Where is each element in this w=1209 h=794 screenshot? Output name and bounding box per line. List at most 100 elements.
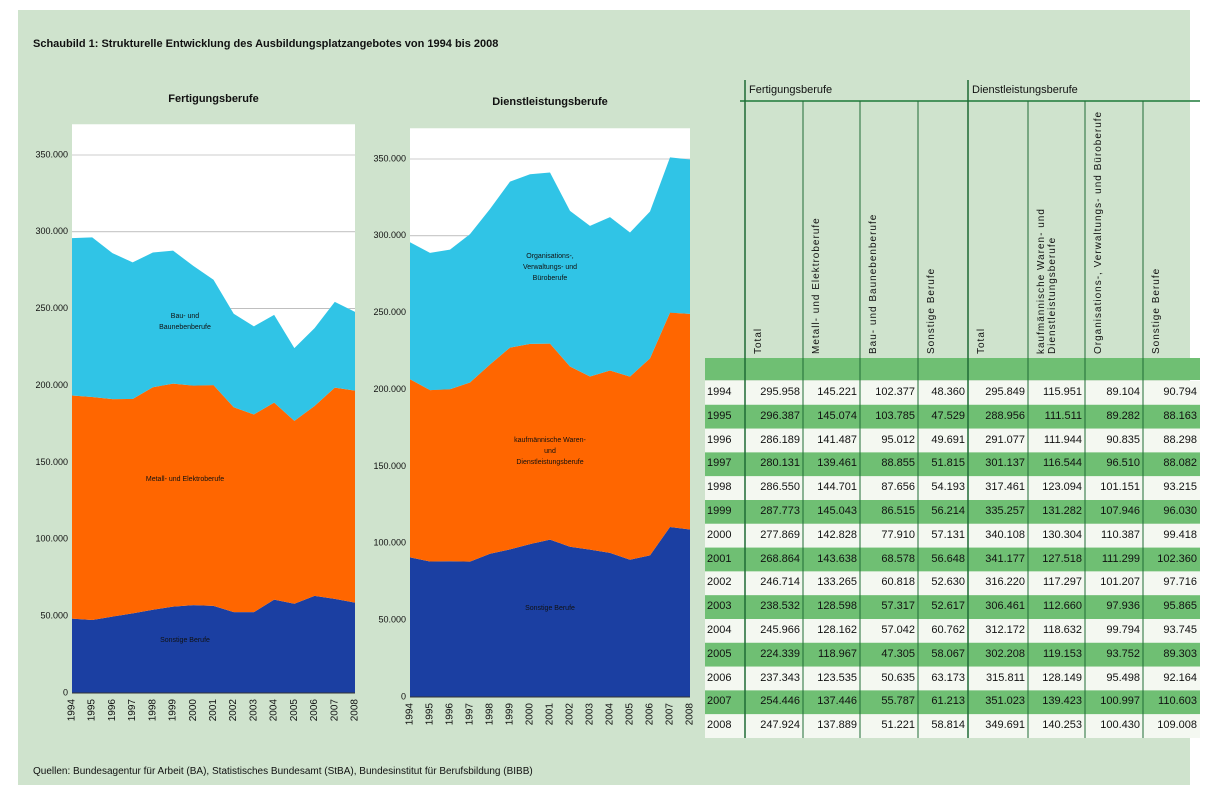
row-year: 2004 xyxy=(707,624,732,636)
table-row-bg xyxy=(705,690,1200,715)
table-cell: 111.511 xyxy=(1044,409,1082,422)
table-cell: 288.956 xyxy=(985,409,1025,422)
source-note: Quellen: Bundesagentur für Arbeit (BA), … xyxy=(33,766,533,777)
table-cell: 90.794 xyxy=(1163,386,1197,398)
x-tick-label: 2002 xyxy=(565,703,576,726)
x-tick-label: 2008 xyxy=(685,703,696,726)
table-row-bg xyxy=(705,381,1200,405)
table-cell: 119.153 xyxy=(1043,647,1082,660)
table-cell: 68.578 xyxy=(881,552,915,565)
table-row-bg xyxy=(705,666,1200,691)
table-cell: 316.220 xyxy=(985,576,1025,589)
area-label: Metall- und Elektroberufe xyxy=(145,476,225,483)
x-tick-label: 2002 xyxy=(228,699,239,722)
table-cell: 88.082 xyxy=(1163,457,1197,470)
y-tick-label: 150.000 xyxy=(373,461,406,471)
table-row-bg xyxy=(705,714,1200,738)
table-cell: 341.177 xyxy=(985,552,1025,565)
table-cell: 95.012 xyxy=(881,433,915,446)
table-cell: 58.814 xyxy=(931,719,965,732)
table-cell: 291.077 xyxy=(985,433,1025,446)
table-cell: 144.701 xyxy=(817,481,857,494)
table-cell: 245.966 xyxy=(760,624,800,636)
table-row-bg xyxy=(705,619,1200,643)
table-cell: 118.967 xyxy=(818,647,857,660)
table-cell: 95.865 xyxy=(1163,600,1197,613)
table-cell: 286.550 xyxy=(760,481,800,494)
table-cell: 349.691 xyxy=(985,719,1025,732)
y-tick-label: 200.000 xyxy=(373,384,406,394)
table-cell: 145.043 xyxy=(817,505,857,517)
table-row-bg xyxy=(705,547,1200,572)
table-cell: 51.815 xyxy=(931,457,965,470)
table-row-bg xyxy=(705,642,1200,667)
table-cell: 102.377 xyxy=(875,386,915,398)
row-year: 2005 xyxy=(707,647,732,660)
row-year: 2003 xyxy=(707,600,732,613)
table-band xyxy=(705,358,1200,380)
table-cell: 312.172 xyxy=(985,624,1025,636)
table-cell: 111.299 xyxy=(1101,552,1140,565)
y-tick-label: 100.000 xyxy=(373,538,406,548)
column-header: Total xyxy=(976,327,987,354)
column-header: Organisations-, Verwaltungs- und Bürober… xyxy=(1093,110,1104,354)
table-cell: 286.189 xyxy=(760,433,800,446)
table-row-bg xyxy=(705,476,1200,500)
table-cell: 140.253 xyxy=(1042,719,1082,732)
y-tick-label: 0 xyxy=(401,691,406,701)
table-cell: 351.023 xyxy=(985,695,1025,708)
y-tick-label: 300.000 xyxy=(373,230,406,240)
column-header: Sonstige Berufe xyxy=(926,267,937,354)
table-cell: 47.529 xyxy=(931,409,965,422)
table-cell: 89.282 xyxy=(1106,409,1140,422)
table-cell: 52.617 xyxy=(931,600,965,613)
table-cell: 141.487 xyxy=(817,433,857,446)
table-cell: 54.193 xyxy=(931,481,965,494)
table-row-bg xyxy=(705,523,1200,548)
table-cell: 56.214 xyxy=(931,505,965,517)
table-cell: 128.598 xyxy=(817,600,857,613)
table-cell: 101.151 xyxy=(1100,481,1140,494)
column-header: Bau- und Baunebenberufe xyxy=(868,213,879,354)
table-cell: 139.423 xyxy=(1042,695,1082,708)
table-cell: 58.067 xyxy=(931,647,965,660)
chart-title: Fertigungsberufe xyxy=(168,93,259,105)
table-cell: 133.265 xyxy=(817,576,857,589)
table-cell: 88.298 xyxy=(1163,433,1197,446)
y-tick-label: 200.000 xyxy=(35,380,68,390)
table-row-bg xyxy=(705,500,1200,524)
table-cell: 99.418 xyxy=(1163,528,1197,541)
table-cell: 117.297 xyxy=(1043,576,1082,589)
table-cell: 77.910 xyxy=(881,528,915,541)
table-cell: 137.889 xyxy=(817,719,857,732)
area xyxy=(410,312,690,562)
area xyxy=(72,595,355,693)
table-cell: 238.532 xyxy=(760,600,800,613)
column-header: Metall- und Elektroberufe xyxy=(811,217,822,354)
area-label: Bau- und Baunebenberufe xyxy=(159,313,211,331)
table-cell: 143.638 xyxy=(817,552,857,565)
table-cell: 246.714 xyxy=(760,576,800,589)
table-cell: 128.162 xyxy=(817,624,857,636)
area-label: kaufmännische Waren- und Dienstleistungs… xyxy=(514,437,586,466)
table-cell: 277.869 xyxy=(760,528,800,541)
table-cell: 145.221 xyxy=(817,386,857,398)
page-title: Schaubild 1: Strukturelle Entwicklung de… xyxy=(33,38,499,50)
row-year: 2002 xyxy=(707,576,732,589)
x-tick-label: 1998 xyxy=(147,699,158,722)
table-cell: 145.074 xyxy=(817,409,857,422)
table-cell: 107.946 xyxy=(1100,505,1140,517)
table-cell: 57.317 xyxy=(881,600,915,613)
table-cell: 115.951 xyxy=(1043,386,1082,398)
table-cell: 100.997 xyxy=(1100,695,1140,708)
x-tick-label: 2008 xyxy=(350,699,361,722)
row-year: 1994 xyxy=(707,386,732,398)
table-cell: 97.936 xyxy=(1106,600,1140,613)
table-cell: 63.173 xyxy=(931,671,965,684)
x-tick-label: 2004 xyxy=(269,699,280,722)
x-tick-label: 1994 xyxy=(67,699,78,722)
y-tick-label: 100.000 xyxy=(35,534,68,544)
table-cell: 340.108 xyxy=(985,528,1025,541)
